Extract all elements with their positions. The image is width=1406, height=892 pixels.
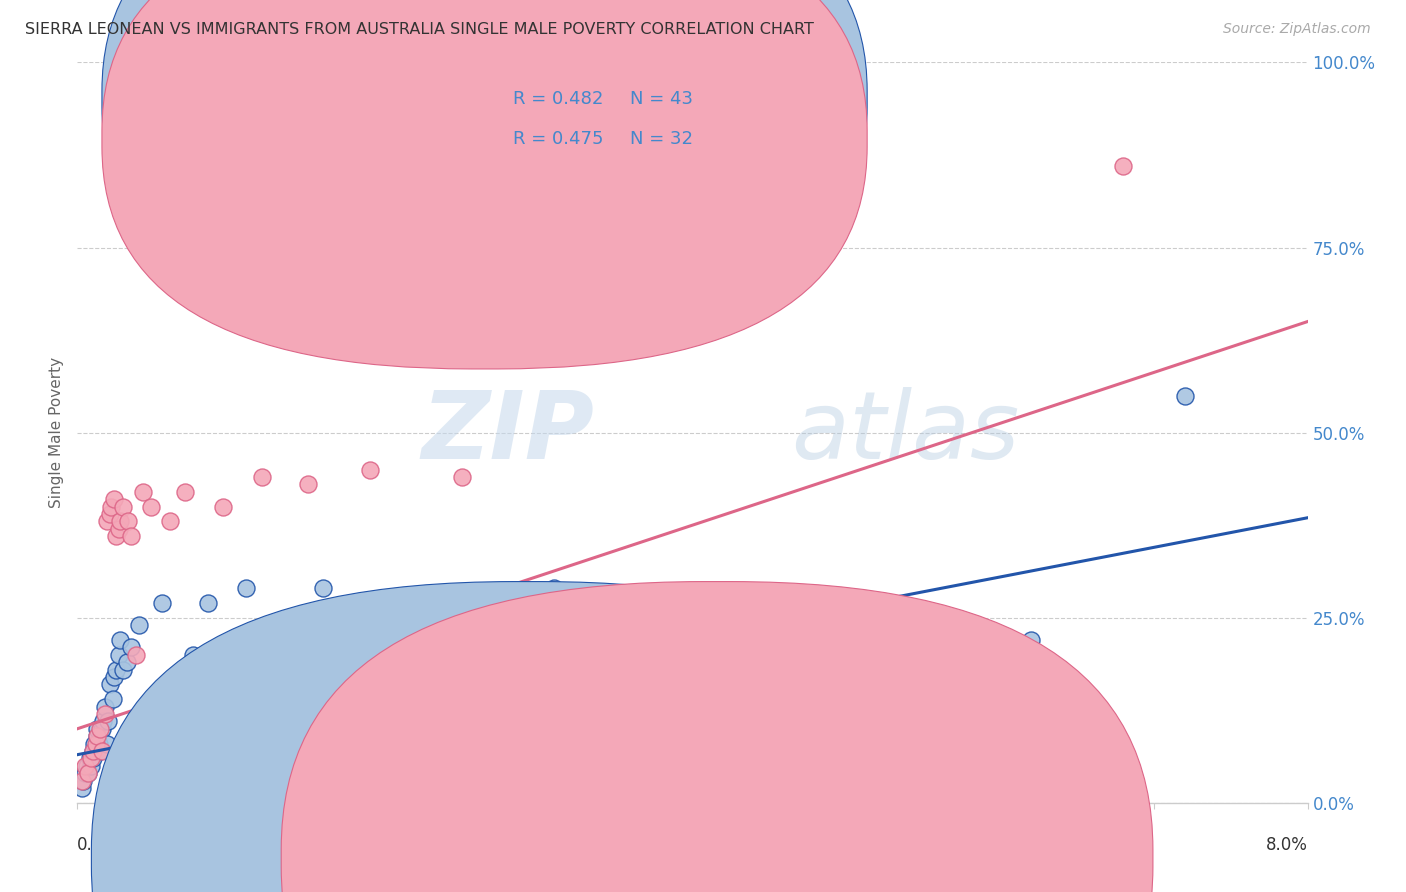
Point	[96, 737, 118, 751]
Point	[141, 500, 163, 514]
Point	[297, 477, 319, 491]
Point	[135, 773, 157, 788]
Point	[359, 463, 381, 477]
Point	[110, 632, 132, 647]
Point	[93, 714, 115, 729]
Point	[120, 640, 142, 655]
Point	[450, 470, 472, 484]
Text: Source: ZipAtlas.com: Source: ZipAtlas.com	[1223, 22, 1371, 37]
Point	[1019, 632, 1042, 647]
Text: atlas: atlas	[792, 387, 1019, 478]
Point	[80, 751, 103, 765]
Point	[128, 618, 150, 632]
Point	[312, 581, 335, 595]
Point	[190, 685, 212, 699]
Point	[82, 744, 104, 758]
Point	[117, 515, 139, 529]
Point	[197, 596, 219, 610]
Text: R = 0.475: R = 0.475	[513, 129, 603, 148]
Point	[481, 589, 503, 603]
Text: SIERRA LEONEAN VS IMMIGRANTS FROM AUSTRALIA SINGLE MALE POVERTY CORRELATION CHAR: SIERRA LEONEAN VS IMMIGRANTS FROM AUSTRA…	[25, 22, 814, 37]
Point	[90, 744, 114, 758]
Point	[84, 737, 107, 751]
Point	[132, 484, 155, 499]
Point	[773, 640, 796, 655]
Point	[120, 529, 142, 543]
Point	[110, 515, 132, 529]
Point	[250, 470, 273, 484]
Point	[98, 677, 121, 691]
Text: N = 43: N = 43	[630, 90, 693, 108]
Text: Immigrants from Australia: Immigrants from Australia	[738, 851, 939, 865]
Point	[70, 773, 93, 788]
Point	[115, 655, 138, 669]
Point	[108, 522, 131, 536]
Text: N = 32: N = 32	[630, 129, 693, 148]
Point	[82, 751, 104, 765]
Point	[73, 758, 96, 772]
Point	[89, 744, 111, 758]
Point	[94, 699, 117, 714]
Point	[96, 515, 118, 529]
Point	[86, 722, 108, 736]
Point	[104, 529, 127, 543]
Point	[100, 500, 122, 514]
Point	[84, 744, 107, 758]
Point	[104, 663, 127, 677]
Point	[103, 670, 125, 684]
Point	[79, 751, 101, 765]
Point	[73, 766, 96, 780]
Point	[97, 714, 120, 729]
FancyBboxPatch shape	[103, 0, 868, 329]
Point	[174, 484, 197, 499]
Point	[150, 596, 173, 610]
Point	[87, 737, 110, 751]
Point	[72, 773, 94, 788]
Point	[108, 648, 131, 662]
FancyBboxPatch shape	[103, 0, 868, 369]
Point	[86, 729, 108, 743]
Point	[103, 492, 125, 507]
Point	[90, 722, 114, 736]
Y-axis label: Single Male Poverty: Single Male Poverty	[49, 357, 65, 508]
Point	[80, 758, 103, 772]
Text: 8.0%: 8.0%	[1265, 836, 1308, 855]
Point	[159, 515, 181, 529]
Point	[166, 773, 188, 788]
Point	[125, 648, 148, 662]
Text: 0.0%: 0.0%	[77, 836, 120, 855]
Point	[112, 500, 135, 514]
Point	[94, 706, 117, 721]
Point	[1174, 389, 1197, 403]
Point	[235, 581, 257, 595]
Point	[1112, 159, 1135, 173]
Point	[112, 663, 135, 677]
Point	[77, 766, 100, 780]
Point	[89, 722, 111, 736]
Point	[77, 766, 100, 780]
Point	[76, 758, 98, 772]
Text: ZIP: ZIP	[422, 386, 595, 479]
Point	[374, 632, 396, 647]
Point	[181, 648, 204, 662]
Point	[82, 744, 104, 758]
Point	[70, 780, 93, 795]
Point	[101, 692, 124, 706]
Point	[98, 507, 121, 521]
Text: R = 0.482: R = 0.482	[513, 90, 603, 108]
Point	[86, 729, 108, 743]
FancyBboxPatch shape	[453, 73, 772, 174]
Point	[212, 500, 235, 514]
Point	[543, 581, 565, 595]
Point	[83, 737, 105, 751]
Text: Sierra Leoneans: Sierra Leoneans	[548, 851, 672, 865]
